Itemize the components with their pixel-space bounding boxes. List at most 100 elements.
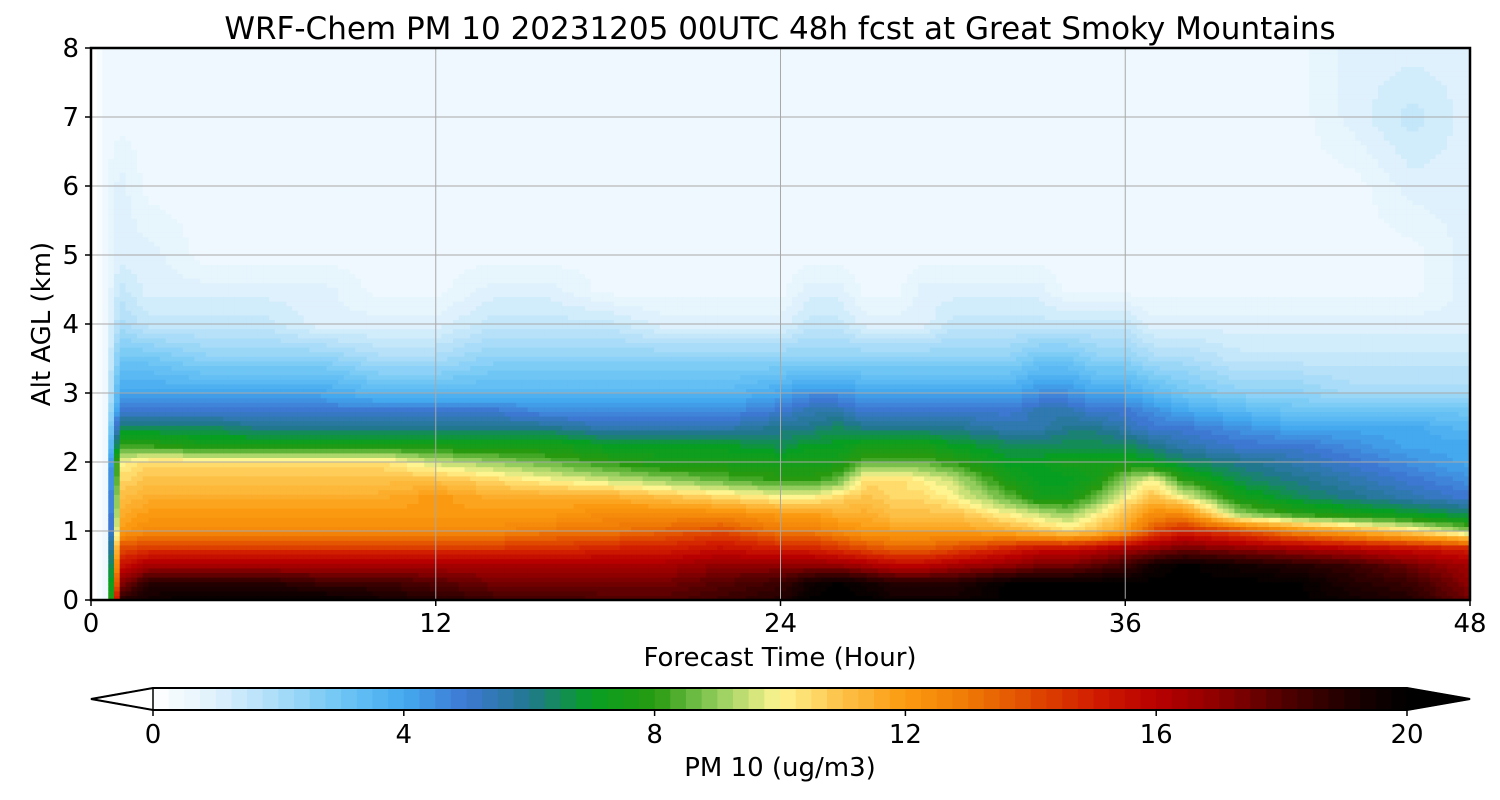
heatmap-cell	[119, 586, 127, 592]
heatmap-cell	[1021, 535, 1029, 541]
heatmap-cell	[498, 526, 506, 532]
heatmap-cell	[349, 554, 356, 560]
heatmap-cell	[631, 590, 638, 596]
heatmap-cell	[257, 577, 264, 583]
heatmap-cell	[1286, 577, 1293, 583]
heatmap-cell	[1119, 581, 1126, 587]
heatmap-cell	[1142, 540, 1149, 546]
heatmap-cell	[837, 503, 845, 509]
heatmap-cell	[694, 567, 701, 573]
heatmap-cell	[194, 517, 201, 523]
heatmap-cell	[1033, 512, 1040, 518]
heatmap-cell	[521, 540, 529, 546]
heatmap-cell	[338, 531, 345, 537]
heatmap-cell	[613, 554, 621, 560]
heatmap-cell	[1441, 581, 1448, 587]
heatmap-cell	[1458, 531, 1465, 537]
heatmap-cell	[636, 590, 644, 596]
heatmap-cell	[1320, 563, 1327, 569]
heatmap-cell	[119, 567, 127, 573]
heatmap-cell	[1222, 517, 1230, 523]
heatmap-cell	[1165, 535, 1172, 541]
heatmap-cell	[636, 517, 644, 523]
heatmap-cell	[343, 508, 351, 514]
heatmap-cell	[1418, 572, 1425, 578]
heatmap-cell	[682, 549, 690, 555]
heatmap-cell	[102, 590, 109, 596]
heatmap-cell	[1326, 572, 1333, 578]
heatmap-cell	[309, 572, 316, 578]
heatmap-cell	[447, 517, 454, 523]
heatmap-cell	[1044, 581, 1052, 587]
heatmap-cell	[1113, 535, 1121, 541]
heatmap-cell	[1458, 563, 1465, 569]
heatmap-cell	[1159, 540, 1167, 546]
heatmap-cell	[1188, 577, 1195, 583]
heatmap-cell	[700, 512, 707, 518]
heatmap-cell	[1079, 577, 1086, 583]
heatmap-cell	[1182, 554, 1190, 560]
heatmap-cell	[1125, 581, 1132, 587]
heatmap-cell	[1326, 521, 1333, 527]
heatmap-cell	[613, 521, 621, 527]
heatmap-cell	[113, 521, 121, 527]
heatmap-cell	[1435, 531, 1442, 537]
heatmap-cell	[562, 540, 569, 546]
heatmap-cell	[407, 508, 414, 514]
heatmap-cell	[372, 595, 379, 600]
heatmap-cell	[349, 567, 356, 573]
heatmap-cell	[1280, 508, 1287, 514]
heatmap-cell	[837, 563, 845, 569]
heatmap-cell	[148, 508, 155, 514]
heatmap-cell	[142, 521, 150, 527]
heatmap-cell	[464, 540, 471, 546]
heatmap-cell	[797, 535, 805, 541]
heatmap-cell	[108, 577, 115, 583]
heatmap-cell	[349, 572, 356, 578]
heatmap-cell	[1303, 512, 1310, 518]
heatmap-cell	[751, 526, 759, 532]
heatmap-cell	[297, 558, 305, 564]
heatmap-cell	[188, 526, 196, 532]
heatmap-cell	[188, 590, 196, 596]
heatmap-cell	[1257, 540, 1264, 546]
heatmap-cell	[837, 558, 845, 564]
heatmap-cell	[769, 581, 776, 587]
heatmap-cell	[1251, 512, 1259, 518]
heatmap-cell	[91, 572, 98, 578]
heatmap-cell	[895, 581, 902, 587]
heatmap-cell	[177, 558, 184, 564]
heatmap-cell	[837, 508, 845, 514]
heatmap-cell	[498, 577, 506, 583]
heatmap-cell	[424, 512, 431, 518]
heatmap-cell	[1165, 567, 1172, 573]
heatmap-cell	[665, 595, 672, 600]
heatmap-cell	[165, 549, 173, 555]
heatmap-cell	[91, 563, 98, 569]
heatmap-cell	[1314, 549, 1322, 555]
heatmap-cell	[1383, 554, 1391, 560]
heatmap-cell	[1027, 590, 1034, 596]
heatmap-cell	[1424, 540, 1431, 546]
heatmap-cell	[677, 577, 684, 583]
heatmap-cell	[671, 540, 678, 546]
heatmap-cell	[820, 549, 828, 555]
heatmap-cell	[91, 586, 98, 592]
heatmap-cell	[1176, 563, 1184, 569]
heatmap-cell	[970, 572, 977, 578]
heatmap-cell	[832, 526, 839, 532]
heatmap-cell	[240, 544, 247, 550]
heatmap-cell	[832, 590, 839, 596]
heatmap-cell	[154, 503, 161, 509]
heatmap-cell	[1280, 567, 1287, 573]
heatmap-cell	[826, 595, 833, 600]
heatmap-cell	[918, 540, 925, 546]
heatmap-cell	[1096, 526, 1103, 532]
heatmap-cell	[1435, 563, 1442, 569]
heatmap-cell	[1389, 526, 1396, 532]
heatmap-cell	[1113, 581, 1121, 587]
heatmap-cell	[1355, 535, 1362, 541]
heatmap-cell	[447, 572, 454, 578]
heatmap-cell	[424, 572, 431, 578]
heatmap-cell	[1389, 563, 1396, 569]
